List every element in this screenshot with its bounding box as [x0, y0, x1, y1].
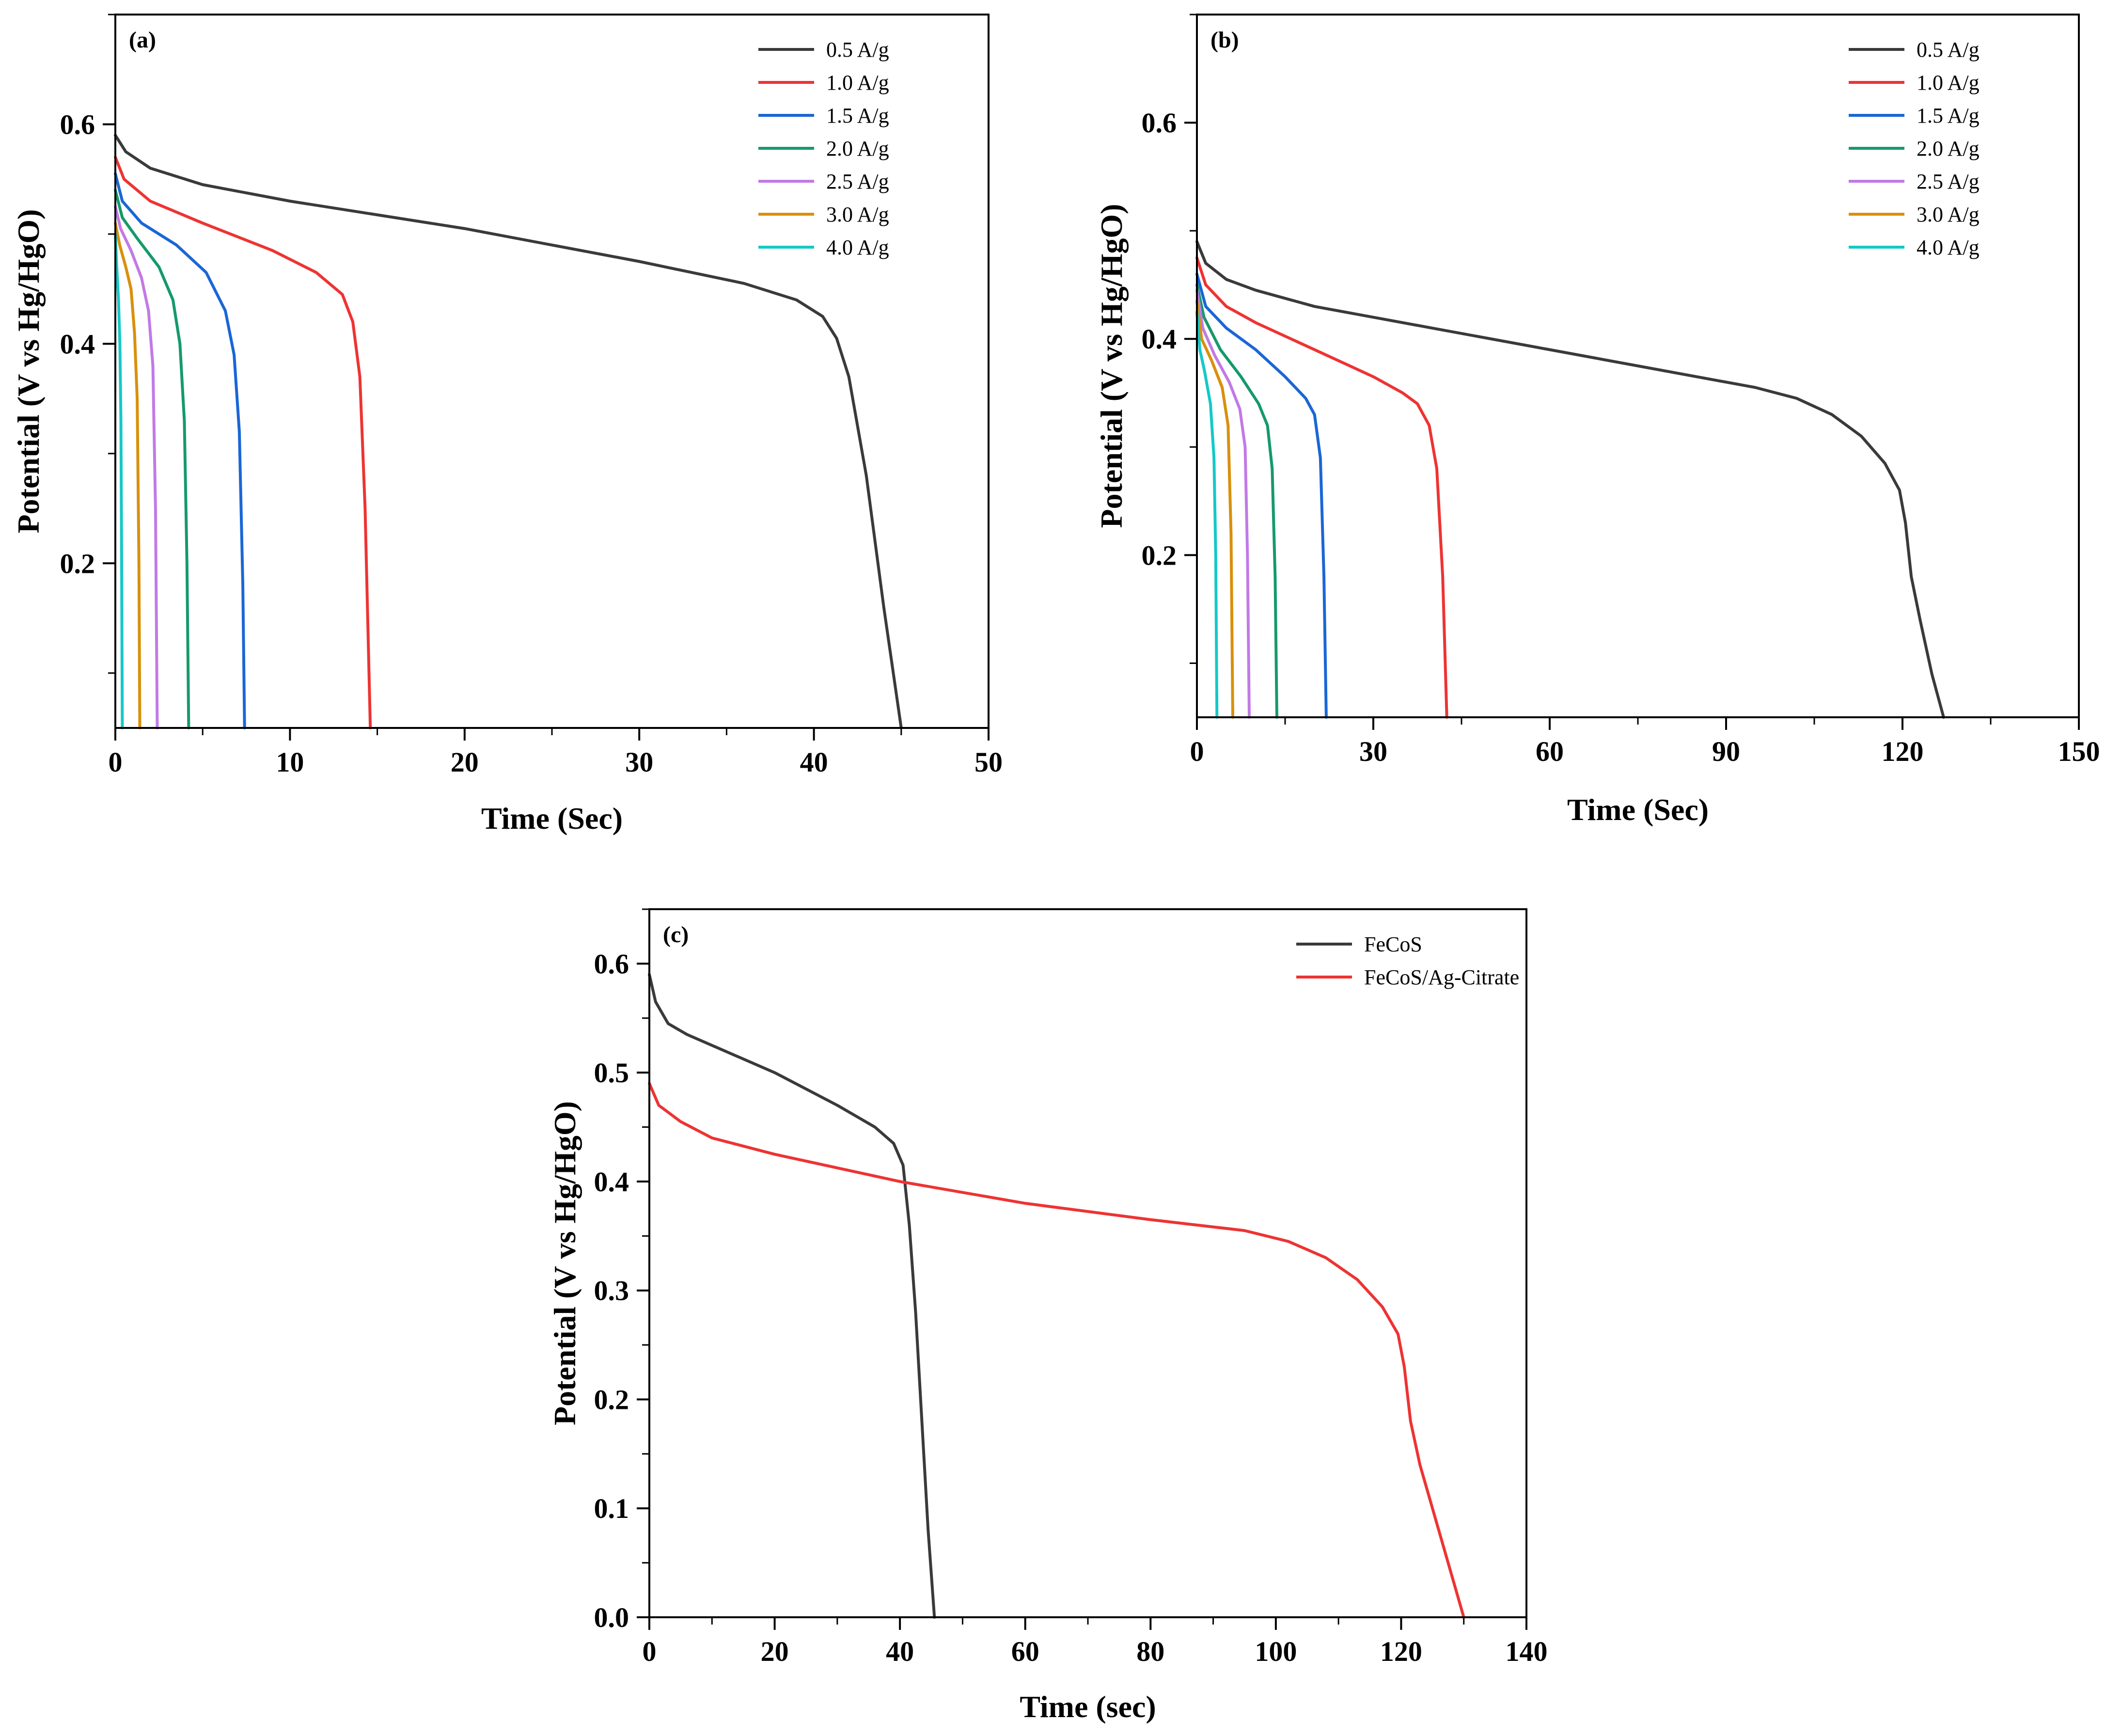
x-tick-label: 30: [1359, 736, 1387, 767]
x-tick-label: 0: [1190, 736, 1204, 767]
legend-entry: 1.0 A/g: [826, 71, 889, 95]
y-axis-title: Potential (V vs Hg/HgO): [1094, 204, 1129, 528]
legend-entry: 1.5 A/g: [826, 104, 889, 127]
y-axis-title: Potential (V vs Hg/HgO): [11, 209, 46, 534]
x-tick-label: 60: [1011, 1636, 1039, 1667]
y-tick-label: 0.2: [1142, 539, 1177, 571]
y-tick-label: 0.2: [594, 1384, 629, 1415]
series-line-4: [1195, 283, 1278, 719]
x-tick-label: 0: [109, 746, 123, 778]
y-tick-label: 0.3: [594, 1275, 629, 1307]
legend-entry: 4.0 A/g: [826, 236, 889, 259]
series-line-5: [1195, 288, 1251, 719]
series-line-6: [1195, 300, 1234, 719]
series-line-1: [648, 973, 936, 1619]
legend-entry: 2.0 A/g: [1917, 137, 1980, 160]
legend-entry: FeCoS: [1364, 932, 1422, 956]
x-tick-label: 120: [1882, 736, 1924, 767]
legend-entry: 3.0 A/g: [826, 203, 889, 226]
series-line-2: [114, 156, 372, 729]
x-tick-label: 60: [1536, 736, 1564, 767]
plot-frame: [648, 908, 1527, 1618]
y-tick-label: 0.6: [594, 948, 629, 979]
series-line-1: [114, 134, 903, 729]
x-tick-label: 40: [800, 746, 828, 778]
x-axis-title: Time (sec): [1020, 1689, 1156, 1724]
x-tick-label: 10: [276, 746, 304, 778]
legend-entry: 0.5 A/g: [1917, 38, 1980, 62]
y-tick-label: 0.4: [60, 328, 95, 360]
legend-entry: 1.5 A/g: [1917, 104, 1980, 127]
series-line-5: [114, 205, 159, 729]
x-tick-label: 140: [1506, 1636, 1548, 1667]
series-line-7: [114, 232, 124, 729]
chart-panel-b: 0 30 60 90 120 150 0.2 0.4 0.6 Time (Sec) Potentia…: [1094, 14, 2100, 827]
series-line-6: [114, 221, 141, 729]
y-axis-title: Potential (V vs Hg/HgO): [548, 1101, 582, 1425]
x-tick-label: 90: [1712, 736, 1740, 767]
legend-entry: 2.5 A/g: [826, 170, 889, 193]
x-tick-label: 20: [451, 746, 479, 778]
legend-entry: 2.5 A/g: [1917, 170, 1980, 193]
series-line-7: [1195, 310, 1219, 719]
x-tick-label: 150: [2058, 736, 2100, 767]
x-tick-label: 100: [1255, 1636, 1297, 1667]
y-tick-label: 0.4: [594, 1166, 629, 1198]
chart-panel-a: 0 10 20 30 40 50 0.2 0.4 0.6 Time (Sec) Potential …: [11, 14, 1003, 836]
series-line-1: [1195, 240, 1945, 719]
y-tick-label: 0.5: [594, 1057, 629, 1089]
x-axis-title: Time (Sec): [1567, 792, 1709, 827]
series-line-3: [1195, 272, 1328, 719]
legend-entry: FeCoS/Ag-Citrate: [1364, 965, 1519, 989]
series-line-3: [114, 172, 246, 729]
x-tick-label: 30: [625, 746, 653, 778]
legend-entry: 1.0 A/g: [1917, 71, 1980, 95]
series-line-2: [1195, 256, 1448, 719]
x-tick-label: 0: [643, 1636, 657, 1667]
y-tick-label: 0.0: [594, 1602, 629, 1633]
x-axis-title: Time (Sec): [481, 801, 623, 836]
y-tick-label: 0.1: [594, 1493, 629, 1524]
panel-label: (c): [663, 922, 689, 947]
panel-label: (a): [129, 27, 156, 53]
x-tick-label: 20: [761, 1636, 789, 1667]
y-tick-label: 0.4: [1142, 323, 1177, 355]
x-tick-label: 50: [974, 746, 1003, 778]
y-tick-label: 0.6: [60, 109, 95, 140]
chart-panel-c: 0 20 40 60 80 100 120 140 0.0 0.1 0.2 0.3 0.4 0.5 0.6 T…: [548, 908, 1548, 1724]
x-tick-label: 120: [1380, 1636, 1422, 1667]
legend-entry: 2.0 A/g: [826, 137, 889, 160]
y-tick-label: 0.6: [1142, 107, 1177, 139]
series-line-4: [114, 189, 190, 729]
x-tick-label: 40: [886, 1636, 914, 1667]
panel-label: (b): [1210, 27, 1239, 53]
x-tick-label: 80: [1136, 1636, 1164, 1667]
legend-entry: 3.0 A/g: [1917, 203, 1980, 226]
legend-entry: 4.0 A/g: [1917, 236, 1980, 259]
legend-entry: 0.5 A/g: [826, 38, 889, 62]
y-tick-label: 0.2: [60, 548, 95, 579]
series-line-2: [648, 1082, 1465, 1619]
